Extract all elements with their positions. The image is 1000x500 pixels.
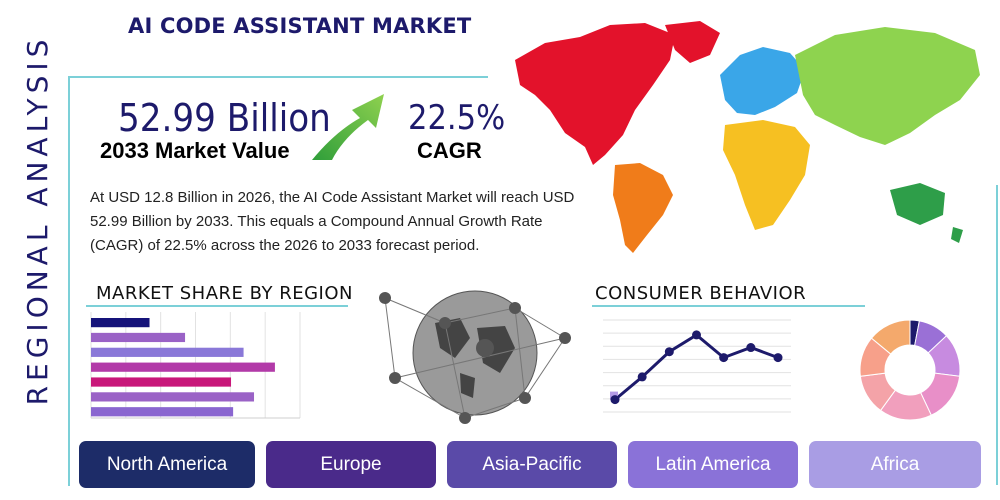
bar-mark xyxy=(91,392,255,402)
growth-arrow-icon xyxy=(312,94,384,160)
page-title: AI CODE ASSISTANT MARKET xyxy=(128,14,472,38)
market-value: 52.99 Billion xyxy=(118,96,331,140)
region-label: Latin America xyxy=(655,453,771,475)
frame-line-left xyxy=(68,76,70,486)
region-button-asia-pacific[interactable]: Asia-Pacific xyxy=(447,441,617,488)
region-donut-chart xyxy=(859,319,961,421)
line-point xyxy=(610,395,620,405)
bar-mark xyxy=(91,347,244,357)
line-point xyxy=(637,372,647,382)
region-label: Asia-Pacific xyxy=(482,453,582,475)
consumer-behavior-chart xyxy=(603,319,791,413)
line-point xyxy=(746,343,756,353)
consumer-behavior-underline xyxy=(592,305,865,307)
region-label: Africa xyxy=(870,453,920,475)
global-network-icon xyxy=(379,290,571,424)
region-label: Europe xyxy=(320,453,382,475)
market-description: At USD 12.8 Billion in 2026, the AI Code… xyxy=(90,189,575,254)
donut-slice xyxy=(870,319,911,355)
line-point xyxy=(719,353,729,363)
cagr-label: CAGR xyxy=(417,138,482,163)
world-map-icon xyxy=(515,21,980,253)
frame-line-right xyxy=(996,185,998,485)
bar-mark xyxy=(91,362,275,372)
region-label: North America xyxy=(106,453,228,475)
bar-mark xyxy=(91,407,234,417)
bar-mark xyxy=(91,377,232,387)
side-title: REGIONAL ANALYSIS xyxy=(21,34,54,406)
line-point xyxy=(692,330,701,340)
frame-line-top xyxy=(68,76,488,78)
line-point xyxy=(773,353,783,363)
market-value-label: 2033 Market Value xyxy=(100,138,290,163)
market-share-chart xyxy=(90,312,301,419)
line-point xyxy=(664,347,674,357)
bar-mark xyxy=(91,318,150,328)
bar-mark xyxy=(91,332,186,343)
region-button-africa[interactable]: Africa xyxy=(809,441,981,488)
market-share-underline xyxy=(86,305,348,307)
region-button-north-america[interactable]: North America xyxy=(79,441,255,488)
region-button-europe[interactable]: Europe xyxy=(266,441,436,488)
consumer-behavior-title: CONSUMER BEHAVIOR xyxy=(595,283,807,304)
cagr-value: 22.5% xyxy=(408,98,506,138)
market-share-title: MARKET SHARE BY REGION xyxy=(96,283,353,304)
region-button-latin-america[interactable]: Latin America xyxy=(628,441,798,488)
